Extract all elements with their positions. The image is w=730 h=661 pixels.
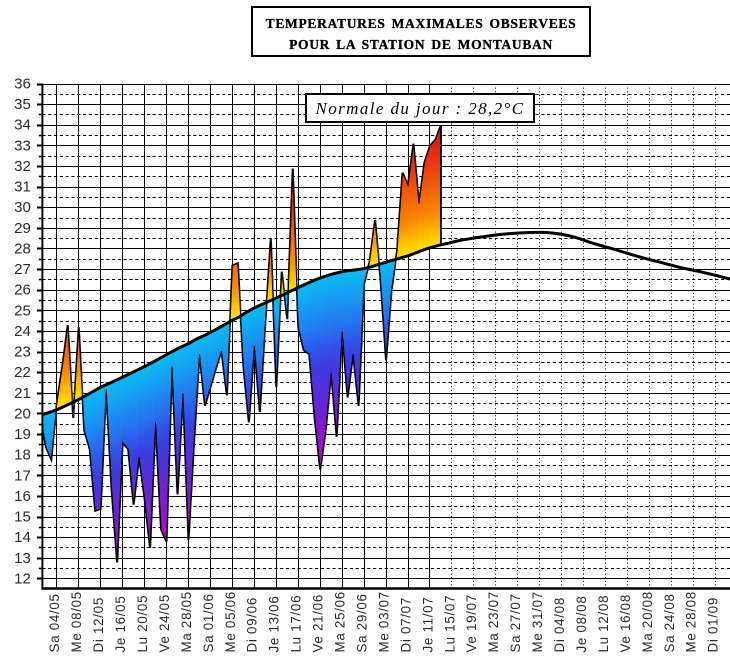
svg-text:Ve 19/07: Ve 19/07 — [464, 594, 479, 652]
svg-text:Di 07/07: Di 07/07 — [398, 597, 413, 652]
svg-text:26: 26 — [14, 282, 31, 299]
svg-text:16: 16 — [14, 488, 31, 505]
svg-text:Je 16/05: Je 16/05 — [113, 596, 128, 653]
svg-text:20: 20 — [14, 405, 31, 422]
svg-text:13: 13 — [14, 550, 31, 567]
svg-text:Je 08/08: Je 08/08 — [574, 596, 589, 653]
svg-text:Lu 12/08: Lu 12/08 — [596, 595, 611, 653]
svg-text:Je 11/07: Je 11/07 — [420, 597, 435, 653]
svg-text:23: 23 — [14, 344, 31, 361]
svg-text:Ma 25/06: Ma 25/06 — [333, 591, 348, 652]
svg-text:12: 12 — [14, 570, 31, 587]
svg-text:14: 14 — [14, 529, 31, 546]
svg-text:31: 31 — [14, 179, 31, 196]
svg-text:Lu 20/05: Lu 20/05 — [135, 595, 150, 653]
svg-text:Di 04/08: Di 04/08 — [552, 597, 567, 652]
svg-text:34: 34 — [14, 117, 31, 134]
svg-text:Me 08/05: Me 08/05 — [69, 591, 84, 652]
svg-text:24: 24 — [14, 323, 31, 340]
svg-text:Je 13/06: Je 13/06 — [267, 596, 282, 653]
svg-text:Di 09/06: Di 09/06 — [245, 597, 260, 652]
svg-text:36: 36 — [14, 76, 31, 93]
svg-text:Sa 29/06: Sa 29/06 — [355, 593, 370, 652]
svg-text:22: 22 — [14, 364, 31, 381]
svg-text:19: 19 — [14, 426, 31, 443]
svg-text:29: 29 — [14, 220, 31, 237]
svg-text:Me 03/07: Me 03/07 — [376, 591, 391, 652]
svg-text:21: 21 — [14, 385, 31, 402]
svg-text:33: 33 — [14, 137, 31, 154]
svg-text:15: 15 — [14, 509, 31, 526]
svg-text:Ve 24/05: Ve 24/05 — [157, 594, 172, 652]
svg-text:Ma 23/07: Ma 23/07 — [486, 591, 501, 652]
svg-text:32: 32 — [14, 158, 31, 175]
svg-text:25: 25 — [14, 302, 31, 319]
svg-text:Di 12/05: Di 12/05 — [91, 597, 106, 652]
svg-text:Me 05/06: Me 05/06 — [223, 591, 238, 652]
svg-text:Sa 24/08: Sa 24/08 — [662, 593, 677, 652]
svg-text:Ve 21/06: Ve 21/06 — [311, 594, 326, 652]
svg-text:Ve 16/08: Ve 16/08 — [618, 594, 633, 652]
svg-text:17: 17 — [14, 467, 31, 484]
svg-text:Ma 28/05: Ma 28/05 — [179, 591, 194, 652]
svg-text:Lu 17/06: Lu 17/06 — [289, 595, 304, 653]
svg-text:35: 35 — [14, 96, 31, 113]
svg-text:Di 01/09: Di 01/09 — [706, 597, 721, 652]
svg-text:30: 30 — [14, 199, 31, 216]
svg-text:28: 28 — [14, 241, 31, 258]
svg-text:Me 31/07: Me 31/07 — [530, 591, 545, 652]
svg-text:Ma 20/08: Ma 20/08 — [640, 591, 655, 652]
svg-text:Sa 01/06: Sa 01/06 — [201, 593, 216, 652]
svg-text:Me 28/08: Me 28/08 — [684, 591, 699, 652]
svg-text:Lu 15/07: Lu 15/07 — [442, 595, 457, 653]
svg-text:Sa 04/05: Sa 04/05 — [47, 593, 62, 652]
svg-text:27: 27 — [14, 261, 31, 278]
svg-text:Sa 27/07: Sa 27/07 — [508, 593, 523, 652]
svg-text:18: 18 — [14, 447, 31, 464]
